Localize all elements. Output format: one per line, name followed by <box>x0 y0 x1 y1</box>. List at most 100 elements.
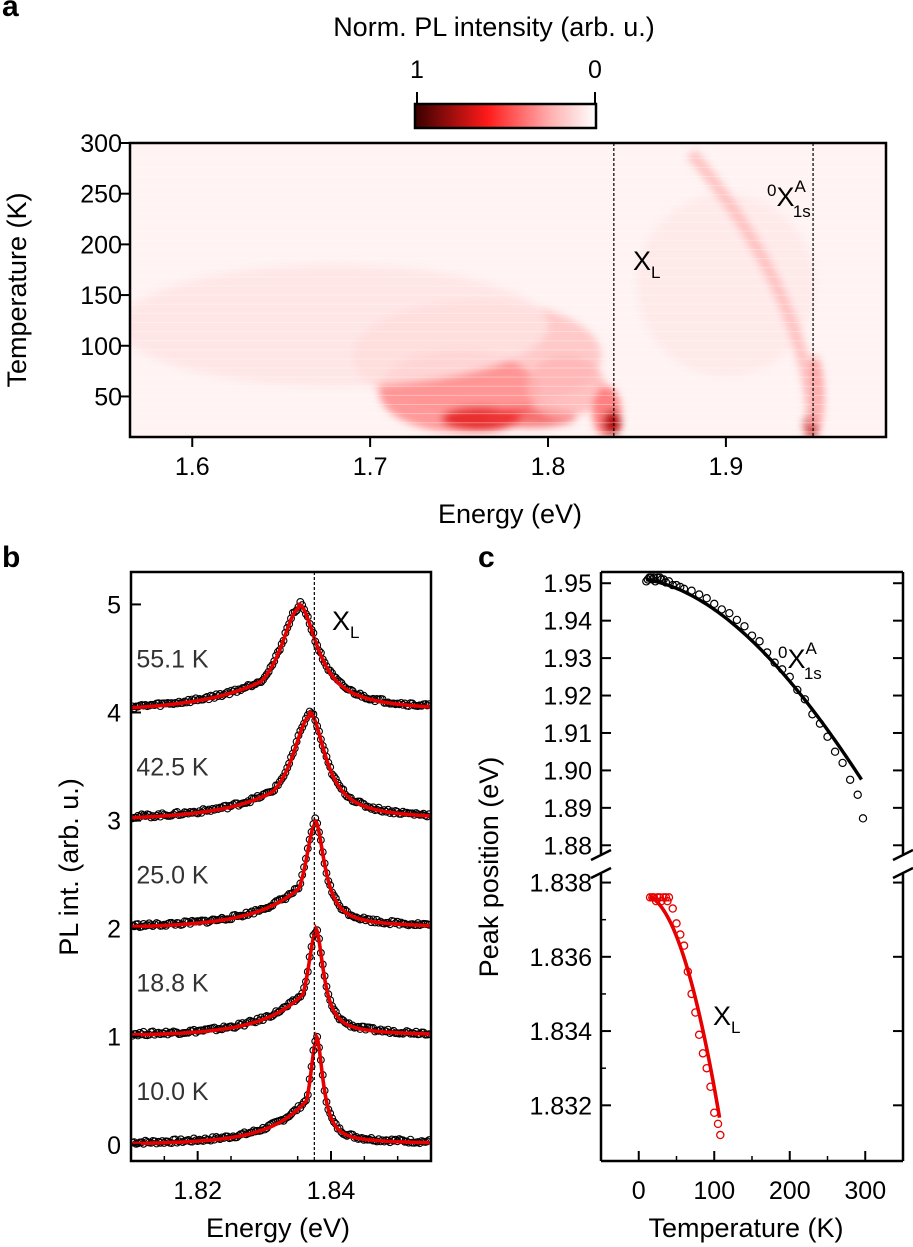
heatmap-ylabel: Temperature (K) <box>2 192 32 387</box>
x1s-data-point <box>694 590 704 599</box>
spectra-ytick-label: 4 <box>107 699 121 727</box>
x1s-data-point <box>815 719 825 728</box>
x1s-data-point <box>808 710 817 719</box>
panel-label-b: b <box>2 541 20 574</box>
spectra-ytick-label: 5 <box>107 591 121 619</box>
spectrum-0: 10.0 K <box>131 1031 431 1148</box>
axis-break-mark <box>892 848 913 862</box>
peak-ytick-label-upper: 1.95 <box>543 570 592 598</box>
peak-position-plot <box>642 573 868 1140</box>
spectrum-data-point <box>270 786 279 795</box>
xl-data-point <box>691 1008 700 1017</box>
peak-ytick-label-upper: 1.88 <box>543 832 592 860</box>
heatmap-ytick-label: 300 <box>80 130 122 158</box>
xl-data-point <box>661 893 671 902</box>
heatmap-ytick-label: 50 <box>94 383 122 411</box>
x1s-data-point <box>853 790 862 799</box>
heatmap-xtick-label: 1.9 <box>709 453 744 481</box>
heatmap-annotation-xl: XL <box>633 246 660 282</box>
spectrum-temperature-label: 18.8 K <box>136 970 209 998</box>
spectra-xtick-label: 1.82 <box>173 1177 222 1205</box>
x1s-data-point <box>668 580 677 590</box>
spectra-annotation-xl: XL <box>332 606 359 642</box>
heatmap-ytick-label: 150 <box>80 282 122 310</box>
heatmap-annotation-x1s: 0XA 1s <box>767 177 811 221</box>
xl-data-point <box>713 1119 723 1129</box>
peak-ylabel: Peak position (eV) <box>474 757 504 978</box>
spectra-axes: 1.82 1.84 0 1 2 3 4 5 <box>107 591 399 1205</box>
spectrum-1: 18.8 K <box>131 923 431 1040</box>
xl-data-point <box>664 893 674 902</box>
peak-annotation-x1s: 0XA 1s <box>778 639 822 683</box>
x1s-data-point <box>762 648 772 657</box>
peak-ytick-label-lower: 1.836 <box>529 944 592 972</box>
x1s-data-point <box>785 672 794 682</box>
spectra-ytick-label: 0 <box>107 1132 121 1160</box>
axis-break-mark <box>590 866 612 880</box>
spectrum-temperature-label: 42.5 K <box>136 754 209 782</box>
xl-data-point <box>706 1082 715 1092</box>
spectra-xtick-label: 1.84 <box>307 1177 356 1205</box>
x1s-data-point <box>725 608 734 618</box>
x1s-data-point <box>710 599 719 609</box>
panel-a: a Norm. PL intensity (arb. u.) 1 0 1.6 1.… <box>2 0 888 529</box>
heatmap-image <box>130 143 886 437</box>
peak-xtick-label: 200 <box>769 1177 811 1205</box>
spectrum-fit-line <box>131 710 431 820</box>
spectra-ylabel: PL int. (arb. u.) <box>54 778 84 956</box>
x1s-data-point <box>747 631 757 640</box>
heatmap-xtick-label: 1.6 <box>175 453 210 481</box>
heatmap-xtick-label: 1.7 <box>353 453 388 481</box>
peak-xlabel: Temperature (K) <box>648 1213 843 1243</box>
peak-ytick-label-upper: 1.92 <box>543 683 592 711</box>
peak-xtick-label: 100 <box>693 1177 735 1205</box>
peak-ytick-label-upper: 1.93 <box>543 645 592 673</box>
panel-c: c 0 100 200 300 1.88 1.89 1.90 1.91 1.92 1.93 1.94… <box>474 541 913 1243</box>
spectrum-fit-line <box>131 817 431 929</box>
spectrum-temperature-label: 55.1 K <box>136 645 209 673</box>
xl-data-point <box>687 989 696 999</box>
heatmap-xlabel: Energy (eV) <box>438 499 582 529</box>
spectrum-fit-line <box>131 923 431 1037</box>
spectrum-fit-line <box>131 1031 431 1146</box>
xl-fit-line <box>649 895 722 1118</box>
x1s-data-point <box>800 695 810 704</box>
heatmap-region <box>526 355 605 417</box>
heatmap-region <box>686 149 821 428</box>
x1s-data-point <box>740 622 749 631</box>
heatmap-region <box>603 410 621 435</box>
spectra-xlabel: Energy (eV) <box>206 1213 350 1243</box>
x1s-data-point <box>649 573 659 582</box>
x1s-data-point <box>732 615 742 625</box>
peak-xtick-label: 0 <box>632 1177 646 1205</box>
heatmap-xtick-label: 1.8 <box>531 453 566 481</box>
heatmap-region <box>636 193 815 377</box>
xl-data-point <box>672 919 681 928</box>
heatmap-ytick-label: 200 <box>80 231 122 259</box>
x1s-data-point <box>770 658 779 667</box>
peak-ytick-label-upper: 1.90 <box>543 757 592 785</box>
spectrum-3: 42.5 K <box>131 707 431 823</box>
spectra-ytick-label: 1 <box>107 1024 121 1052</box>
x1s-data-point <box>702 594 711 603</box>
x1s-data-point <box>717 605 727 614</box>
xl-data-point <box>694 1030 704 1040</box>
x1s-data-point <box>755 637 764 646</box>
heatmap-ytick-label: 100 <box>80 333 122 361</box>
xl-data-point <box>655 893 665 902</box>
spectrum-data-point <box>264 667 273 676</box>
xl-data-point <box>710 1108 719 1117</box>
panel-label-a: a <box>2 0 19 23</box>
xl-data-point <box>683 967 693 976</box>
xl-data-point <box>679 941 689 950</box>
x1s-data-point <box>687 586 696 595</box>
x1s-data-point <box>838 758 847 768</box>
peak-ytick-label-upper: 1.89 <box>543 795 592 823</box>
peak-ytick-label-lower: 1.838 <box>529 870 592 898</box>
panel-label-c: c <box>478 541 495 574</box>
xl-data-point <box>702 1063 711 1073</box>
heatmap-axes: 1.6 1.7 1.8 1.9 50 100 150 200 250 300 <box>80 130 814 481</box>
spectrum-temperature-label: 25.0 K <box>136 862 209 890</box>
peak-ytick-label-upper: 1.91 <box>543 720 592 748</box>
